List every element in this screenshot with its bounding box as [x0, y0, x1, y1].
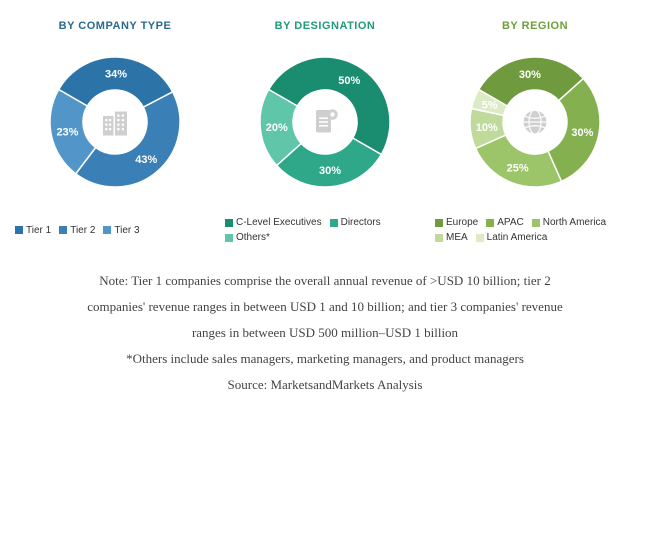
legend-swatch — [59, 226, 67, 234]
slice-label: 25% — [507, 162, 529, 174]
legend-swatch — [103, 226, 111, 234]
chart-col-1: BY DESIGNATION 50% 30% 20% — [225, 20, 425, 197]
chart-col-0: BY COMPANY TYPE 34% 43% 23% — [15, 20, 215, 197]
legend-label: Latin America — [487, 232, 548, 243]
legend-swatch — [486, 219, 494, 227]
legend-swatch — [435, 234, 443, 242]
note-line-1: Note: Tier 1 companies comprise the over… — [15, 268, 635, 294]
slice-label: 43% — [135, 154, 157, 166]
note-line-4: *Others include sales managers, marketin… — [15, 346, 635, 372]
slice-label: 23% — [56, 127, 78, 139]
buildings-icon — [83, 90, 147, 154]
document-icon — [293, 90, 357, 154]
legend-item: Tier 2 — [59, 217, 95, 243]
legend-item: Tier 3 — [103, 217, 139, 243]
slice-label: 34% — [105, 69, 127, 81]
legend-swatch — [15, 226, 23, 234]
slice-label: 5% — [482, 100, 498, 112]
legend-item: Others* — [225, 232, 270, 243]
legend-col-2: Europe APAC North America MEA Latin America — [435, 217, 635, 243]
globe-icon — [503, 90, 567, 154]
legend-label: APAC — [497, 217, 524, 228]
legend-label: C-Level Executives — [236, 217, 322, 228]
legend-label: Directors — [341, 217, 381, 228]
legend-label: North America — [543, 217, 606, 228]
legend-col-1: C-Level Executives Directors Others* — [225, 217, 425, 243]
slice-label: 10% — [476, 122, 498, 134]
charts-row: BY COMPANY TYPE 34% 43% 23% BY DESIGNATION 5… — [15, 20, 635, 197]
chart-col-2: BY REGION 30% 30% 25% 10% 5% — [435, 20, 635, 197]
notes: Note: Tier 1 companies comprise the over… — [15, 268, 635, 398]
legend-item: MEA — [435, 232, 468, 243]
chart-title: BY REGION — [502, 20, 568, 32]
donut-chart: 34% 43% 23% — [40, 47, 190, 197]
legend-label: Tier 3 — [114, 225, 139, 236]
legend-item: C-Level Executives — [225, 217, 322, 228]
legend-swatch — [225, 219, 233, 227]
chart-title: BY DESIGNATION — [275, 20, 376, 32]
chart-title: BY COMPANY TYPE — [59, 20, 172, 32]
note-line-2: companies' revenue ranges in between USD… — [15, 294, 635, 320]
legend-label: Europe — [446, 217, 478, 228]
note-line-3: ranges in between USD 500 million–USD 1 … — [15, 320, 635, 346]
legend-item: APAC — [486, 217, 524, 228]
legend-label: Tier 2 — [70, 225, 95, 236]
note-source: Source: MarketsandMarkets Analysis — [15, 372, 635, 398]
legend-label: Tier 1 — [26, 225, 51, 236]
legend-row: Tier 1 Tier 2 Tier 3 C-Level Executives Dire… — [15, 217, 635, 243]
legend-swatch — [435, 219, 443, 227]
legend-swatch — [532, 219, 540, 227]
slice-label: 50% — [338, 75, 360, 87]
legend-label: MEA — [446, 232, 468, 243]
legend-item: North America — [532, 217, 606, 228]
donut-chart: 30% 30% 25% 10% 5% — [460, 47, 610, 197]
legend-item: Latin America — [476, 232, 548, 243]
legend-swatch — [330, 219, 338, 227]
slice-label: 30% — [571, 127, 593, 139]
legend-item: Europe — [435, 217, 478, 228]
legend-item: Directors — [330, 217, 381, 228]
legend-swatch — [476, 234, 484, 242]
legend-item: Tier 1 — [15, 217, 51, 243]
legend-label: Others* — [236, 232, 270, 243]
slice-label: 30% — [319, 165, 341, 177]
slice-label: 20% — [266, 122, 288, 134]
slice-label: 30% — [519, 69, 541, 81]
legend-col-0: Tier 1 Tier 2 Tier 3 — [15, 217, 215, 243]
donut-chart: 50% 30% 20% — [250, 47, 400, 197]
legend-swatch — [225, 234, 233, 242]
